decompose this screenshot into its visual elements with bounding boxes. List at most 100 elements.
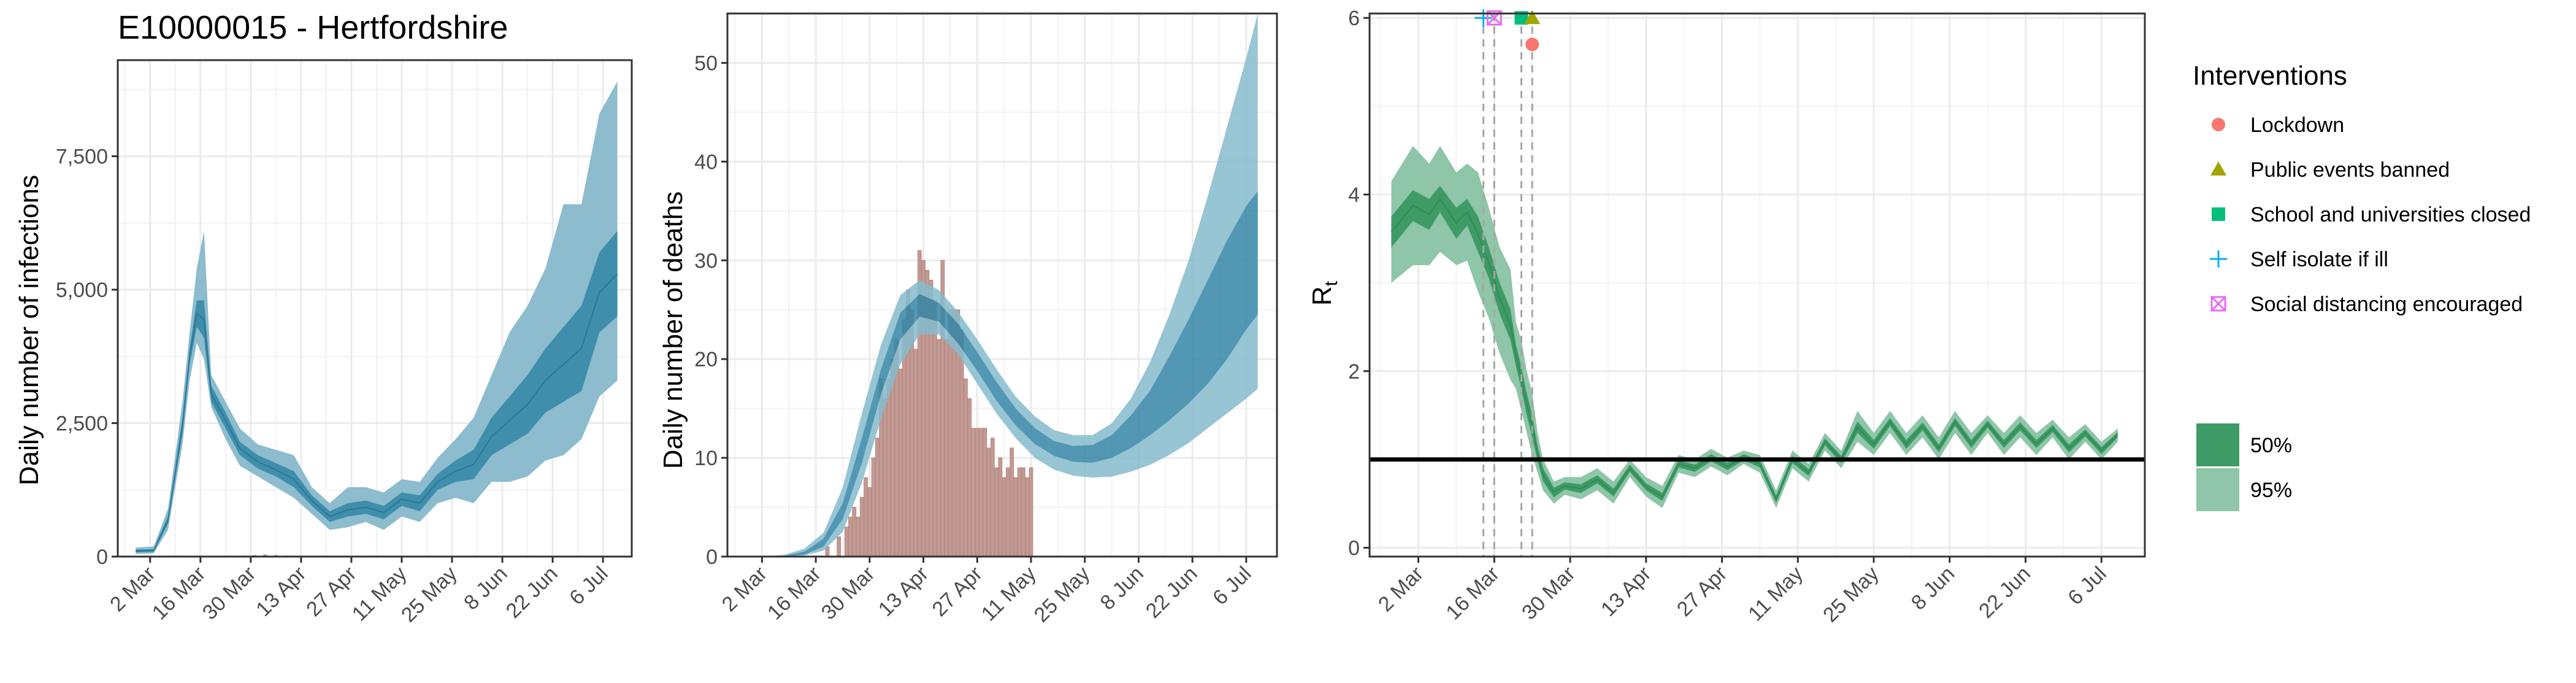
legend-item-label: Self isolate if ill [2250, 248, 2388, 271]
rt-x-tick-label: 27 Apr [1673, 562, 1731, 621]
legend-item: Lockdown [2212, 114, 2344, 137]
rt-y-tick-label: 0 [1348, 537, 1360, 560]
deaths-bar [937, 339, 941, 557]
deaths-bar [837, 536, 841, 557]
boxed-x-icon-box [1486, 10, 1502, 26]
deaths-bar [944, 339, 949, 557]
legend-title: Interventions [2193, 61, 2347, 91]
square-icon [2212, 207, 2225, 221]
deaths-bar [979, 428, 983, 557]
deaths-bar [1010, 447, 1014, 557]
infections-death-bar [263, 554, 267, 557]
deaths-bar [898, 368, 903, 557]
deaths-bar [959, 329, 964, 557]
deaths-y-tick-label: 40 [694, 150, 718, 174]
deaths-bar [1025, 477, 1030, 557]
deaths-bar [990, 438, 995, 557]
deaths-bar [844, 527, 849, 557]
legend-item: Self isolate if ill [2210, 248, 2388, 271]
deaths-bar [964, 378, 968, 557]
infections-y-tick-label: 7,500 [56, 145, 108, 169]
legend-item-label: Lockdown [2250, 114, 2344, 137]
boxed-x-icon-b [2210, 296, 2226, 312]
rt-ci50-band [1391, 185, 2118, 503]
deaths-x-tick-label: 11 May [977, 562, 1041, 626]
rt-x-tick-label: 8 Jun [1907, 562, 1960, 615]
legend-ci-label: 50% [2250, 434, 2292, 457]
deaths-bar [859, 496, 864, 557]
deaths-bar [986, 447, 991, 557]
deaths-bar [998, 457, 1003, 557]
boxed-x-icon-box [2210, 296, 2226, 312]
deaths-bar [867, 487, 872, 557]
legend-item: Public events banned [2210, 158, 2450, 182]
deaths-y-tick-label: 10 [694, 447, 718, 470]
rt-panel-border [1368, 12, 2146, 558]
rt-x-tick-label: 30 Mar [1517, 562, 1580, 625]
infections-y-axis-label: Daily number of infections [14, 175, 44, 485]
infections-y-tick-label: 2,500 [56, 412, 108, 436]
deaths-bar [913, 349, 918, 557]
deaths-bar [886, 378, 891, 557]
deaths-x-tick-label: 13 Apr [874, 562, 933, 621]
deaths-x-tick-label: 25 May [1030, 562, 1095, 627]
intervention-marker-plus [1474, 9, 1492, 27]
infections-ci50-band [136, 231, 618, 552]
deaths-bar [1006, 467, 1010, 557]
deaths-y-tick-label: 0 [706, 546, 718, 569]
deaths-bar [856, 517, 861, 557]
deaths-x-tick-label: 22 Jun [1141, 562, 1202, 623]
deaths-bar [848, 517, 853, 557]
deaths-x-tick-label: 6 Jul [1208, 562, 1256, 610]
deaths-panel-border [726, 12, 1278, 558]
rt-x-tick-label: 25 May [1819, 562, 1884, 627]
deaths-bands [746, 14, 1258, 557]
deaths-marks [746, 14, 1258, 557]
ci-swatch-icon [2196, 423, 2239, 466]
infections-x-tick-label: 22 Jun [502, 562, 562, 623]
legend-ci-item: 95% [2196, 468, 2292, 511]
infections-x-tick-label: 11 May [348, 562, 412, 626]
deaths-bar [864, 477, 868, 557]
infections-x-tick-label: 16 Mar [148, 562, 210, 625]
circle-icon [2212, 118, 2225, 131]
infections-x-tick-label: 13 Apr [251, 562, 310, 621]
deaths-bar [1021, 467, 1025, 557]
rt-marks [1370, 9, 2145, 557]
deaths-bar [825, 546, 830, 557]
legend-items: Lockdown Public events banned School and u… [2210, 114, 2531, 316]
deaths-bar [883, 398, 887, 557]
deaths-x-tick-label: 27 Apr [928, 562, 987, 621]
intervention-marker-triangle [1524, 10, 1541, 25]
legend-ci-items: 50% 95% [2196, 423, 2292, 511]
deaths-bar [967, 398, 972, 557]
triangle-icon [2210, 161, 2226, 176]
deaths-bar [875, 438, 880, 557]
deaths-x-tick-label: 16 Mar [763, 562, 826, 625]
deaths-bar [994, 467, 999, 557]
legend-ci-label: 95% [2250, 479, 2292, 502]
legend: Interventions Lockdown Public events bann… [2193, 61, 2531, 511]
rt-x-tick-label: 22 Jun [1974, 562, 2035, 623]
deaths-bar [1013, 477, 1018, 557]
deaths-bar [852, 507, 857, 557]
rt-x-tick-label: 6 Jul [2063, 562, 2111, 610]
intervention-marker-circle [1525, 37, 1539, 52]
rt-x-tick-label: 13 Apr [1597, 562, 1655, 621]
plus-icon [2210, 250, 2227, 268]
deaths-y-tick-label: 20 [694, 348, 718, 371]
legend-item-label: School and universities closed [2250, 203, 2531, 226]
rt-median-line [1390, 198, 2118, 501]
intervention-marker-square [1514, 11, 1528, 25]
ci-swatch-icon [2196, 468, 2239, 511]
legend-item: School and universities closed [2212, 203, 2531, 226]
infections-y-tick-label: 5,000 [56, 279, 108, 302]
rt-x-tick-label: 16 Mar [1441, 562, 1504, 625]
infections-x-tick-label: 25 May [397, 562, 462, 627]
legend-item: Social distancing encouraged [2210, 293, 2523, 316]
